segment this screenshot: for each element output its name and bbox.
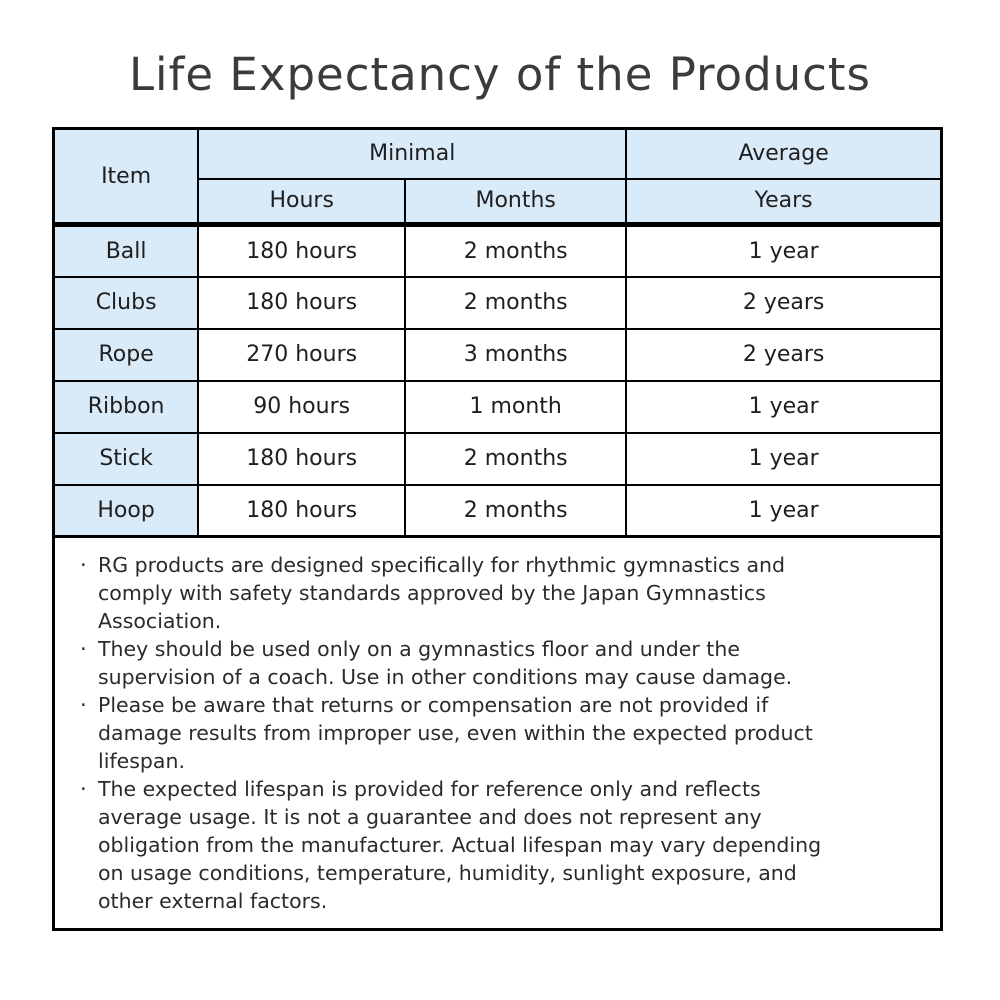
cell-months: 2 months bbox=[404, 483, 628, 538]
col-group-minimal: Minimal bbox=[197, 127, 628, 180]
cell-months: 1 month bbox=[404, 379, 628, 434]
cell-years: 2 years bbox=[625, 327, 943, 382]
cell-hours: 180 hours bbox=[197, 275, 407, 330]
cell-months: 3 months bbox=[404, 327, 628, 382]
table-header: Item Minimal Average Hours Months Years bbox=[52, 127, 943, 226]
note-text: Please be aware that returns or compensa… bbox=[98, 693, 813, 773]
note-item: · They should be used only on a gymnasti… bbox=[74, 635, 924, 691]
table-row: Clubs 180 hours 2 months 2 years bbox=[52, 275, 943, 330]
cell-months: 2 months bbox=[404, 223, 628, 278]
table-body: Ball 180 hours 2 months 1 year Clubs 180… bbox=[52, 223, 943, 538]
row-header-ball: Ball bbox=[52, 223, 200, 278]
page-title: Life Expectancy of the Products bbox=[128, 48, 871, 101]
cell-years: 1 year bbox=[625, 379, 943, 434]
col-header-hours: Hours bbox=[197, 177, 407, 226]
notes-section: · RG products are designed specifically … bbox=[52, 538, 943, 931]
cell-months: 2 months bbox=[404, 431, 628, 486]
cell-hours: 90 hours bbox=[197, 379, 407, 434]
table-row: Ribbon 90 hours 1 month 1 year bbox=[52, 379, 943, 434]
bullet-dot-icon: · bbox=[80, 693, 87, 717]
table-row: Stick 180 hours 2 months 1 year bbox=[52, 431, 943, 486]
row-header-stick: Stick bbox=[52, 431, 200, 486]
row-header-hoop: Hoop bbox=[52, 483, 200, 538]
row-header-clubs: Clubs bbox=[52, 275, 200, 330]
row-header-rope: Rope bbox=[52, 327, 200, 382]
cell-years: 1 year bbox=[625, 223, 943, 278]
note-item: · Please be aware that returns or compen… bbox=[74, 691, 924, 775]
note-item: · The expected lifespan is provided for … bbox=[74, 775, 924, 915]
note-text: RG products are designed specifically fo… bbox=[98, 553, 786, 633]
cell-months: 2 months bbox=[404, 275, 628, 330]
cell-years: 1 year bbox=[625, 431, 943, 486]
cell-years: 1 year bbox=[625, 483, 943, 538]
col-header-item: Item bbox=[52, 127, 200, 226]
cell-hours: 180 hours bbox=[197, 223, 407, 278]
table-row: Hoop 180 hours 2 months 1 year bbox=[52, 483, 943, 538]
cell-hours: 180 hours bbox=[197, 483, 407, 538]
cell-hours: 180 hours bbox=[197, 431, 407, 486]
bullet-dot-icon: · bbox=[80, 777, 87, 801]
cell-years: 2 years bbox=[625, 275, 943, 330]
col-header-months: Months bbox=[404, 177, 628, 226]
life-expectancy-table: Item Minimal Average Hours Months Years … bbox=[52, 127, 943, 538]
cell-hours: 270 hours bbox=[197, 327, 407, 382]
row-header-ribbon: Ribbon bbox=[52, 379, 200, 434]
note-text: They should be used only on a gymnastics… bbox=[98, 637, 793, 689]
note-text: The expected lifespan is provided for re… bbox=[98, 777, 822, 913]
table-row: Rope 270 hours 3 months 2 years bbox=[52, 327, 943, 382]
bullet-dot-icon: · bbox=[80, 637, 87, 661]
col-group-average: Average bbox=[625, 127, 943, 180]
note-item: · RG products are designed specifically … bbox=[74, 551, 924, 635]
col-header-years: Years bbox=[625, 177, 943, 226]
table-row: Ball 180 hours 2 months 1 year bbox=[52, 223, 943, 278]
life-expectancy-panel: Item Minimal Average Hours Months Years … bbox=[52, 127, 943, 931]
bullet-dot-icon: · bbox=[80, 553, 87, 577]
